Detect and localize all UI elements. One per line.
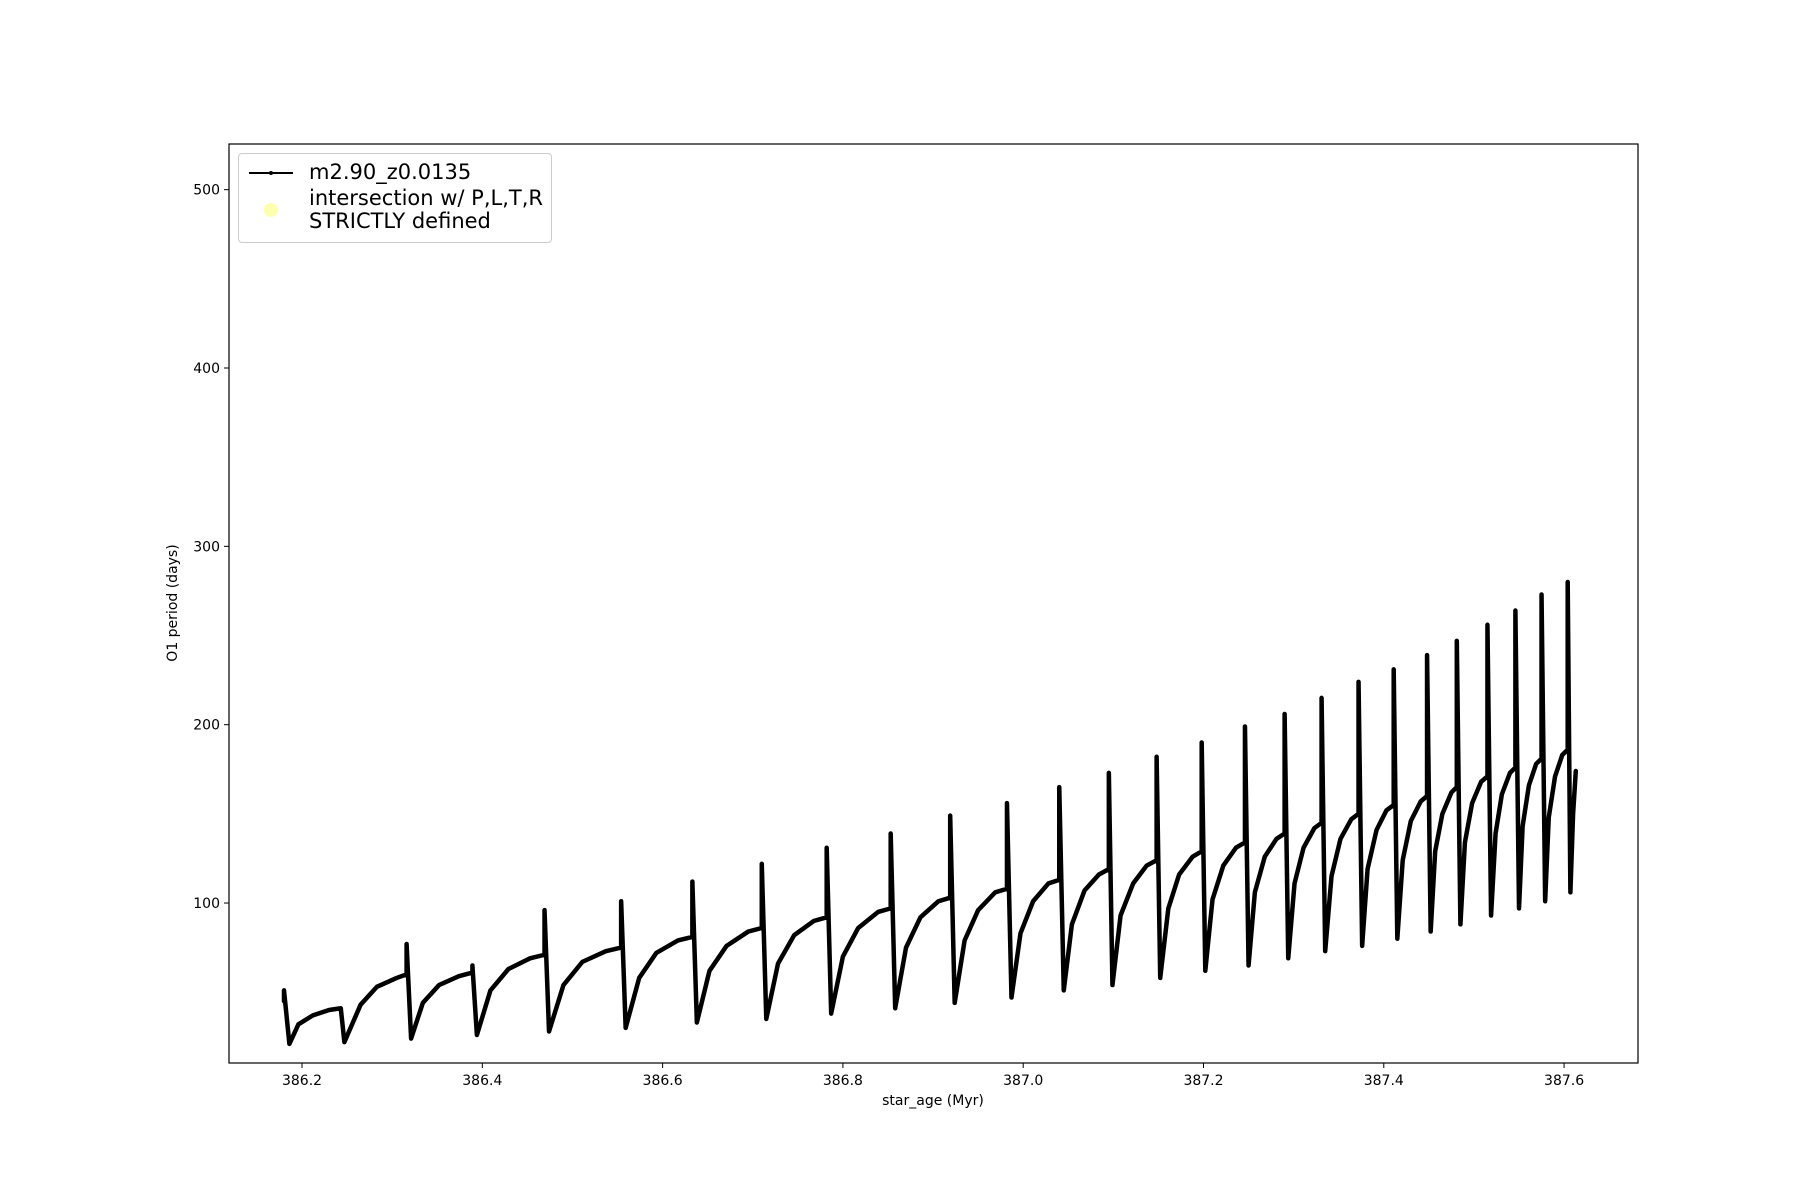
x-tick-label: 387.6 — [1544, 1073, 1584, 1089]
x-tick-label: 387.0 — [1003, 1073, 1043, 1089]
x-axis-label: star_age (Myr) — [882, 1093, 984, 1109]
legend-label: intersection w/ P,L,T,R STRICTLY defined — [309, 186, 543, 233]
legend-marker — [264, 203, 278, 217]
x-tick-label: 386.2 — [282, 1073, 322, 1089]
legend-key — [264, 203, 278, 217]
y-tick-label: 500 — [193, 183, 220, 199]
x-tick-label: 386.4 — [462, 1073, 502, 1089]
y-axis-label: O1 period (days) — [165, 544, 181, 661]
legend: m2.90_z0.0135 intersection w/ P,L,T,R STR… — [238, 153, 552, 243]
legend-marker — [269, 171, 273, 175]
y-tick-label: 100 — [193, 896, 220, 912]
x-tick-label: 386.6 — [643, 1073, 683, 1089]
x-tick-label: 387.2 — [1183, 1073, 1223, 1089]
legend-entry: m2.90_z0.0135 — [247, 161, 543, 184]
legend-entry: intersection w/ P,L,T,R STRICTLY defined — [247, 187, 543, 233]
x-tick-label: 386.8 — [823, 1073, 863, 1089]
data-line — [281, 579, 1579, 1047]
y-tick-label: 200 — [193, 718, 220, 734]
legend-key — [249, 171, 293, 175]
legend-label: m2.90_z0.0135 — [309, 160, 472, 184]
axes-frame — [228, 143, 1639, 1064]
y-tick-label: 300 — [193, 539, 220, 555]
y-tick-label: 400 — [193, 361, 220, 377]
x-tick-label: 387.4 — [1364, 1073, 1404, 1089]
